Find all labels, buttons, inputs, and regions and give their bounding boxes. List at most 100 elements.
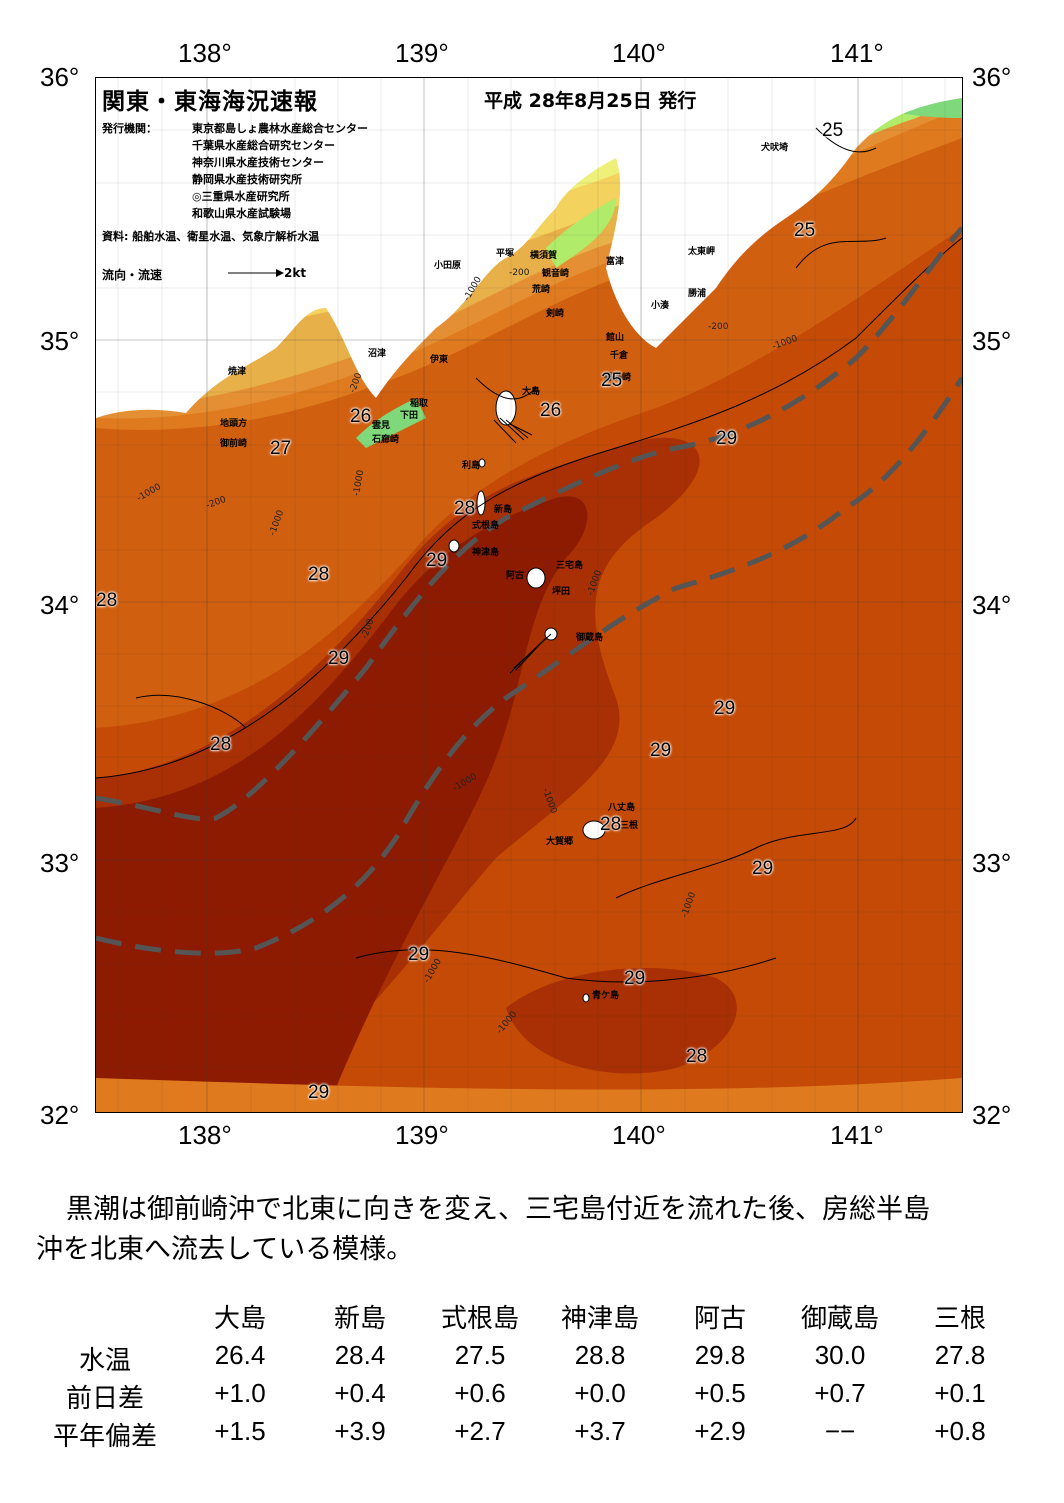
place-omaezaki: 御前崎 [220,439,248,449]
place-kumomi: 雲見 [372,421,391,431]
map-title: 関東・東海海況速報 [102,89,318,115]
lat-label-36-right: 36° [972,62,1012,92]
temp-label: 27 [270,438,292,459]
temp-label: 28 [96,590,118,611]
place-futtsu: 富津 [606,257,625,267]
lat-label-36-left: 36° [40,62,80,92]
flow-legend-speed: 2kt [284,266,307,280]
place-yokosuka: 横須賀 [530,251,558,261]
place-niijima: 新島 [494,505,513,515]
place-toshima: 利島 [462,461,481,471]
table-cell: +0.0 [574,1378,626,1408]
temp-label: 29 [752,858,774,879]
lat-label-34-left: 34° [40,590,80,620]
temp-label: 29 [650,740,672,761]
issuer-item: 静岡県水産技術研究所 [192,173,302,186]
place-arasaki: 荒崎 [532,285,551,295]
place-nojimazaki: 野島崎 [604,373,632,383]
temp-label: 28 [210,734,232,755]
place-mikurajima: 御蔵島 [576,633,604,643]
place-jitogata: 地頭方 [220,419,248,429]
place-miyakejima: 三宅島 [556,561,584,571]
kuroshio-axis-outer [96,376,962,956]
lon-label-141-top: 141° [830,38,884,68]
station-header: 阿古 [693,1304,746,1334]
table-row: 前日差 +1.0 +0.4 +0.6 +0.0 +0.5 +0.7 +0.1 [30,1378,1040,1416]
table-cell: 28.4 [334,1340,386,1370]
lat-label-34-right: 34° [972,590,1012,620]
issuer-item: 和歌山県水産試験場 [192,207,291,220]
table-cell: −− [824,1416,856,1446]
row-label: 水温 [78,1346,131,1376]
station-header: 新島 [333,1304,386,1334]
depth-label: -200 [509,268,530,278]
place-kannonzaki: 観音崎 [542,269,570,279]
lon-label-139-bottom: 139° [395,1120,449,1150]
place-odawara: 小田原 [434,261,462,271]
station-header: 三根 [933,1304,986,1334]
place-chikura: 千倉 [610,351,629,361]
place-yaizu: 焼津 [228,367,247,377]
table-cell: +0.4 [334,1378,386,1408]
temp-label: 25 [601,370,623,391]
summary-text: 黒潮は御前崎沖で北東に向きを変え、三宅島付近を流れた後、房総半島 沖を北東へ流去… [36,1190,1016,1270]
issuer-item: ◎三重県水産研究所 [192,190,290,203]
lat-label-33-right: 33° [972,848,1012,878]
data-sources: 資料: 船舶水温、衛星水温、気象庁解析水温 [102,230,320,243]
table-cell: 30.0 [814,1340,866,1370]
temp-label: 28 [600,814,622,835]
issuer-list: 東京都島しょ農林水産総合センター 千葉県水産総合研究センター 神奈川県水産技術セ… [192,120,368,222]
flow-legend-label: 流向・流速 [102,268,163,282]
row-label: 前日差 [65,1384,144,1414]
place-tsurugisaki: 剣崎 [546,309,565,319]
place-shikinejima: 式根島 [472,521,500,531]
place-irozaki: 石廊崎 [372,435,400,445]
place-ito: 伊東 [430,355,449,365]
table-cell: 29.8 [694,1340,746,1370]
place-shimoda: 下田 [400,411,419,421]
lon-label-138-top: 138° [178,38,232,68]
table-header-row: 大島 新島 式根島 神津島 阿古 御蔵島 三根 [30,1298,1040,1336]
place-ako: 阿古 [506,571,525,581]
lon-label-138-bottom: 138° [178,1120,232,1150]
table-cell: 27.5 [454,1340,506,1370]
lat-label-35-left: 35° [40,326,80,356]
table-cell: +0.8 [934,1416,986,1446]
table-cell: +1.0 [214,1378,266,1408]
table-row: 平年偏差 +1.5 +3.9 +2.7 +3.7 +2.9 −− +0.8 [30,1416,1040,1454]
station-header: 御蔵島 [800,1304,879,1334]
issue-date: 平成 28年8月25日 発行 [484,90,697,112]
temp-label: 29 [308,1082,330,1103]
lon-label-140-bottom: 140° [612,1120,666,1150]
temp-label: 26 [540,400,562,421]
kuroshio-axis-inner [96,226,962,822]
place-aogashima: 青ケ島 [592,991,620,1001]
place-hiratsuka: 平塚 [496,249,515,259]
table-cell: +0.6 [454,1378,506,1408]
temp-label: 28 [454,498,476,519]
place-inubozaki: 犬吠埼 [761,143,789,153]
station-header: 式根島 [440,1304,519,1334]
temp-label: 29 [426,550,448,571]
temp-label: 28 [308,564,330,585]
summary-line: 黒潮は御前崎沖で北東に向きを変え、三宅島付近を流れた後、房総半島 [66,1194,930,1225]
lon-label-139-top: 139° [395,38,449,68]
issuer-label: 発行機関： [102,122,157,135]
temp-label: 29 [328,648,350,669]
station-header: 大島 [213,1304,266,1334]
table-cell: +0.5 [694,1378,746,1408]
temp-label: 29 [716,428,738,449]
temp-label: 25 [822,120,844,141]
place-mitsune: 三根 [620,821,639,831]
station-header: 神津島 [560,1304,639,1334]
issuer-item: 東京都島しょ農林水産総合センター [192,122,368,135]
temp-label: 29 [624,968,646,989]
temp-label: 29 [408,944,430,965]
table-cell: +3.9 [334,1416,386,1446]
table-cell: 26.4 [214,1340,266,1370]
row-label: 平年偏差 [52,1422,157,1452]
place-kominato: 小湊 [651,301,670,311]
issuer-item: 神奈川県水産技術センター [192,156,324,169]
place-oshima: 大島 [522,387,541,397]
table-cell: +2.9 [694,1416,746,1446]
